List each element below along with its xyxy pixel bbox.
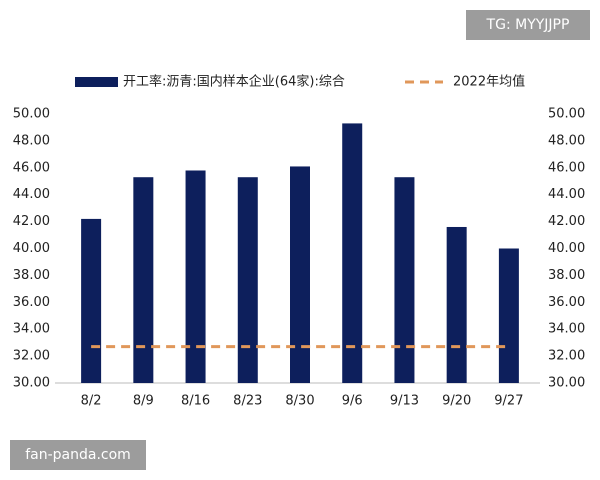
- watermark: fan-panda.com: [25, 447, 131, 463]
- y2-tick-label: 46.00: [548, 160, 585, 175]
- y2-tick-label: 44.00: [548, 187, 585, 202]
- x-tick-label: 9/20: [442, 394, 471, 409]
- legend-label: 2022年均值: [453, 74, 525, 90]
- x-tick-label: 9/6: [342, 394, 363, 409]
- bar: [290, 166, 310, 383]
- y2-tick-label: 42.00: [548, 214, 585, 229]
- x-tick-label: 8/30: [285, 394, 314, 409]
- x-tick-label: 8/16: [181, 394, 210, 409]
- legend-swatch: [75, 77, 118, 87]
- y2-tick-label: 40.00: [548, 241, 585, 256]
- legend-label: 开工率:沥青:国内样本企业(64家):综合: [123, 74, 345, 90]
- watermark: TG: MYYJJPP: [486, 17, 570, 33]
- bar: [394, 177, 415, 383]
- bar: [133, 177, 154, 383]
- y-tick-label: 42.00: [13, 214, 50, 229]
- y-tick-label: 32.00: [13, 349, 50, 364]
- y2-tick-label: 38.00: [548, 268, 585, 283]
- x-tick-label: 9/13: [390, 394, 419, 409]
- y2-tick-label: 36.00: [548, 295, 585, 310]
- x-tick-label: 8/23: [233, 394, 262, 409]
- y-tick-label: 38.00: [13, 268, 50, 283]
- y-tick-label: 50.00: [13, 107, 50, 122]
- y2-tick-label: 32.00: [548, 349, 585, 364]
- y-tick-label: 40.00: [13, 241, 50, 256]
- bar: [342, 123, 363, 383]
- y-tick-label: 48.00: [13, 133, 50, 148]
- y-tick-label: 34.00: [13, 322, 50, 337]
- y2-tick-label: 48.00: [548, 133, 585, 148]
- bar: [446, 226, 467, 383]
- y-tick-label: 44.00: [13, 187, 50, 202]
- y-tick-label: 36.00: [13, 295, 50, 310]
- x-tick-label: 9/27: [494, 394, 523, 409]
- x-tick-label: 8/2: [81, 394, 102, 409]
- y2-tick-label: 34.00: [548, 322, 585, 337]
- y-tick-label: 46.00: [13, 160, 50, 175]
- x-tick-label: 8/9: [133, 394, 154, 409]
- bar: [185, 170, 206, 383]
- y2-tick-label: 50.00: [548, 107, 585, 122]
- y-tick-label: 30.00: [13, 376, 50, 391]
- bar: [498, 248, 519, 383]
- bar: [237, 177, 258, 383]
- watermark-box: [466, 10, 590, 40]
- watermark-box: [10, 440, 146, 470]
- y2-tick-label: 30.00: [548, 376, 585, 391]
- bar: [81, 218, 102, 383]
